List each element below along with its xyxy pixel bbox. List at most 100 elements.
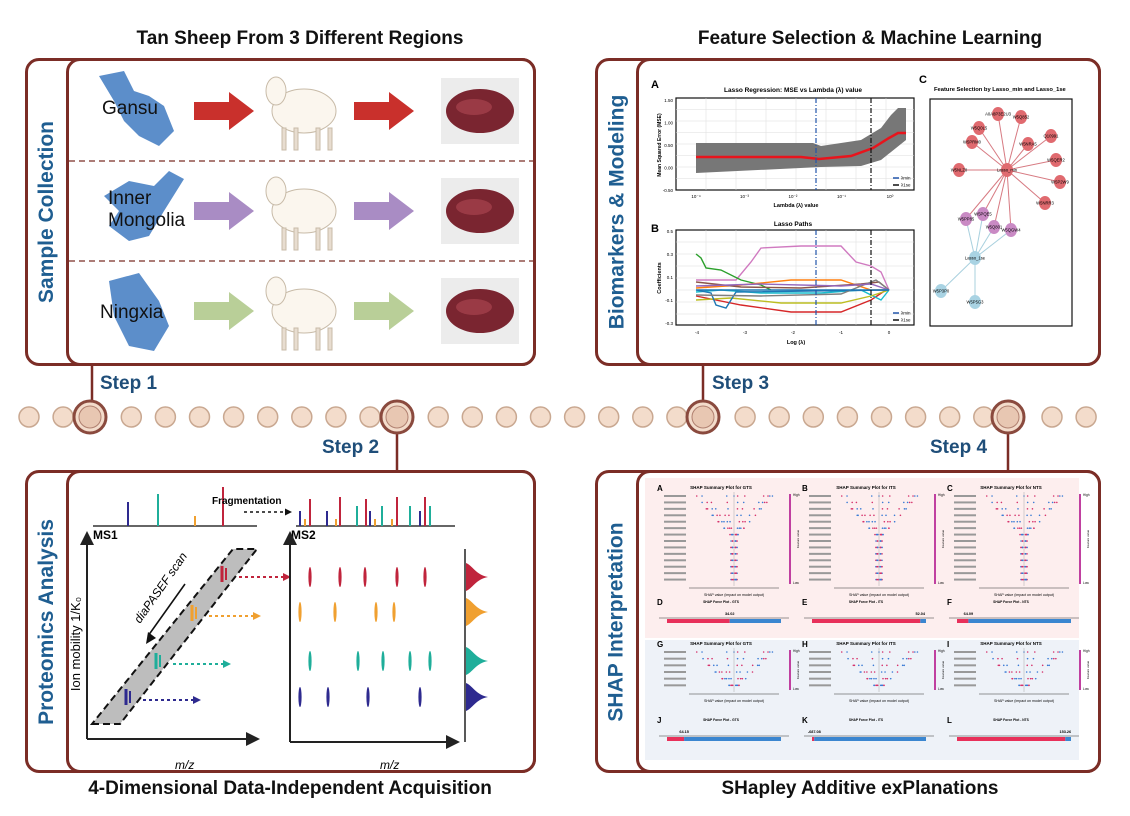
timeline-dot	[188, 406, 211, 428]
colorbar-label: Feature value	[796, 530, 800, 549]
fragment-ion-spot	[381, 651, 385, 671]
arrow-head	[283, 531, 297, 545]
shap-dot	[992, 657, 994, 660]
shap-dot	[1026, 540, 1028, 542]
shap-dot	[861, 514, 863, 517]
mobility-profile	[466, 598, 488, 626]
feature-value-colorbar	[934, 494, 936, 584]
sheep-body	[271, 188, 337, 234]
feature-name	[664, 546, 686, 549]
network-edge	[974, 213, 984, 259]
shap-dot	[876, 546, 879, 549]
shap-dot	[881, 651, 884, 653]
shap-panel-title: SHAP Force Plot - ITS	[849, 718, 884, 722]
shap-dot	[742, 501, 745, 504]
shap-dot	[721, 677, 723, 680]
shap-dot	[762, 657, 765, 660]
colorbar-low: Low	[793, 687, 800, 691]
shap-dot	[898, 508, 900, 510]
shap-dot	[1008, 671, 1011, 673]
feature-name	[809, 677, 831, 680]
shap-dot	[741, 677, 744, 680]
shap-dot	[725, 651, 728, 653]
shap-dot	[1031, 677, 1034, 680]
shap-dot	[1036, 671, 1039, 673]
shap-dot	[707, 664, 710, 667]
shap-panel-letter: H	[802, 640, 808, 649]
shap-dot	[737, 677, 739, 680]
sheep-icon	[265, 176, 337, 251]
feature-name	[954, 514, 976, 517]
shap-dot	[1023, 572, 1026, 574]
force-negative-bar	[729, 619, 781, 623]
panel-letter: B	[651, 223, 659, 235]
arrow-icon	[194, 192, 254, 230]
shap-bg-top	[645, 478, 1079, 638]
shap-dot	[1058, 651, 1061, 653]
shap-dot	[912, 495, 914, 497]
shap-dot	[875, 677, 877, 680]
shap-dot	[859, 508, 862, 510]
shap-dot	[706, 501, 708, 504]
feature-name	[664, 514, 686, 517]
arrow-head	[246, 732, 260, 746]
shap-dot	[881, 559, 883, 562]
fragment-ion-spot	[395, 567, 399, 587]
sample-collection-panel: Sample Collection	[25, 58, 536, 366]
biomarkers-panel: Biomarkers & Modeling A Lasso Regression:…	[595, 58, 1101, 366]
shap-dot	[1025, 671, 1028, 673]
shap-dot	[887, 520, 889, 523]
shap-dot	[1044, 514, 1047, 517]
shap-dot	[707, 657, 709, 660]
shap-dot	[871, 657, 874, 660]
colorbar-high: High	[938, 649, 945, 653]
network-hub-lasso-1se-label: Lasso_1se	[965, 256, 986, 261]
shap-dot	[1013, 520, 1015, 523]
shap-dot	[881, 508, 884, 510]
step-2-marker-inner	[385, 405, 409, 429]
shap-dot	[744, 520, 746, 523]
timeline-dot	[938, 406, 961, 428]
shap-dot	[736, 514, 738, 517]
shap-dot	[727, 508, 729, 510]
sample-collection-label: Sample Collection	[35, 120, 59, 304]
shap-dot	[1004, 508, 1007, 510]
shap-dot	[985, 495, 988, 497]
feature-name	[809, 546, 831, 549]
feature-name	[809, 684, 831, 687]
shap-dot	[1032, 657, 1035, 660]
shap-dot	[1002, 664, 1005, 667]
ms1-label: MS1	[93, 528, 118, 542]
ms1-x-label: m/z	[175, 758, 194, 772]
feature-name	[809, 657, 831, 660]
shap-dot	[1001, 657, 1003, 660]
shap-dot	[880, 572, 883, 574]
network-edge	[997, 113, 1008, 171]
arrow-icon	[194, 292, 254, 330]
network-node-shared-label: W5PP85	[958, 217, 975, 222]
shap-dot	[737, 533, 739, 536]
feature-name	[664, 520, 686, 523]
mobility-profile	[466, 683, 488, 711]
shap-dot	[907, 495, 910, 497]
colorbar-label: Feature value	[941, 661, 945, 680]
fragment-ion-spot	[428, 651, 432, 671]
network-node-shared	[960, 212, 972, 226]
shap-panel-title: SHAP Force Plot - GTS	[703, 718, 740, 722]
sheep-leg	[315, 327, 321, 351]
network-edge	[940, 257, 976, 292]
shap-dot	[748, 520, 751, 523]
shap-dot	[874, 520, 876, 523]
shap-dot	[886, 508, 889, 510]
shap-dot	[861, 664, 863, 667]
feature-name	[664, 533, 686, 536]
timeline-dot	[359, 406, 381, 428]
fragment-ion-spot	[356, 651, 360, 671]
force-output-value: 34.02	[725, 612, 735, 616]
shap-dot	[736, 527, 739, 529]
feature-name	[809, 507, 831, 510]
shap-dot	[756, 664, 759, 667]
shap-dot	[1015, 651, 1018, 653]
shap-dot	[869, 514, 871, 517]
shap-dot	[846, 501, 848, 504]
